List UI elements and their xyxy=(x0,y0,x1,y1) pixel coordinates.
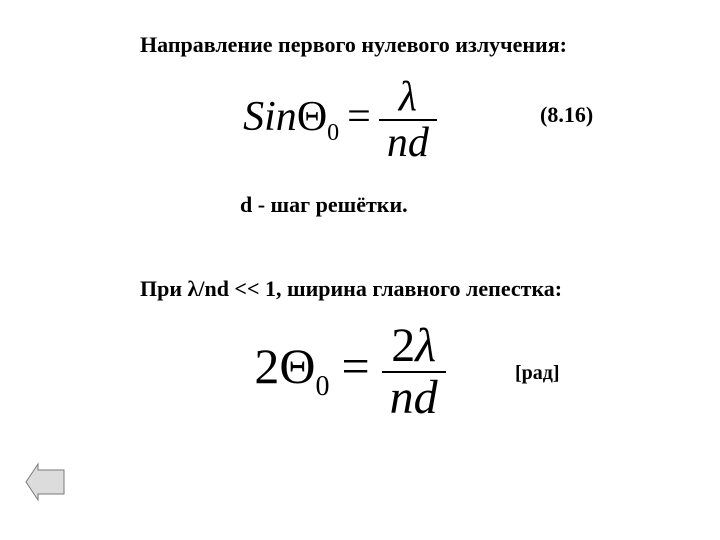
eq1-denominator: nd xyxy=(379,121,437,164)
back-arrow-icon xyxy=(24,462,68,502)
eq2-fraction: 2λnd xyxy=(382,322,446,422)
back-button[interactable] xyxy=(24,462,68,502)
eq1-equals: = xyxy=(339,94,379,140)
slide: Направление первого нулевого излучения: … xyxy=(0,0,720,540)
eq2-denominator: nd xyxy=(382,373,446,422)
eq2-sub: 0 xyxy=(315,371,329,402)
eq1-sin: Sin xyxy=(243,94,297,140)
equation-number-8-16: (8.16) xyxy=(540,102,593,128)
eq1-fraction: λnd xyxy=(379,76,437,164)
eq1-numerator: λ xyxy=(379,76,437,119)
heading-main-lobe: При λ/nd << 1, ширина главного лепестка: xyxy=(140,276,562,302)
heading2-lambda: λ xyxy=(188,276,199,301)
heading2-mid: /nd << 1, ширина главного лепестка: xyxy=(198,276,562,301)
eq2-num-lambda: λ xyxy=(415,319,436,372)
eq2-numerator: 2λ xyxy=(382,322,446,371)
eq1-theta: Θ xyxy=(297,94,327,140)
eq2-theta: Θ xyxy=(279,338,315,394)
heading-first-null: Направление первого нулевого излучения: xyxy=(140,32,567,58)
heading2-pre: При xyxy=(140,276,188,301)
note-lattice-step: d - шаг решётки. xyxy=(240,192,408,218)
eq1-sub: 0 xyxy=(327,120,339,146)
unit-rad: [рад] xyxy=(515,362,560,385)
equation-8-16: SinΘ0=λnd xyxy=(230,76,450,164)
equation-main-lobe: 2Θ0=2λnd xyxy=(220,322,480,422)
eq2-two: 2 xyxy=(254,338,279,394)
eq2-num-two: 2 xyxy=(391,319,415,372)
eq2-equals: = xyxy=(329,338,381,394)
